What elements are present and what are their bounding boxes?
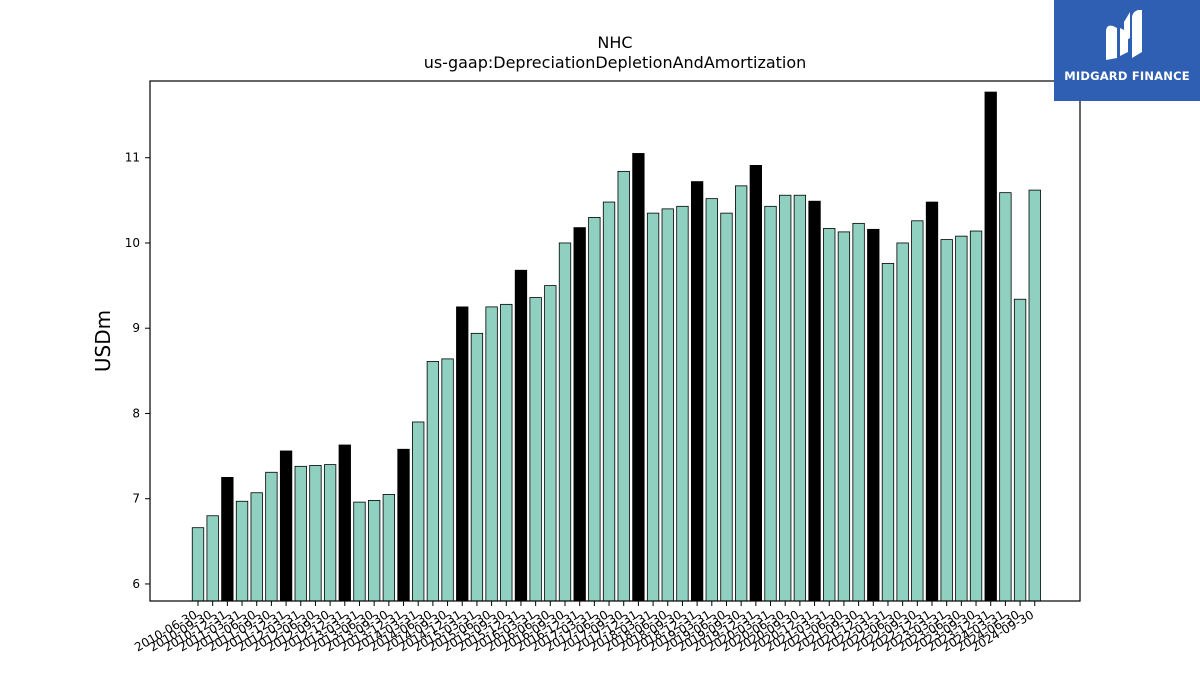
bar-2012-03-31 — [294, 465, 307, 602]
y-axis-ticks: 6 7 8 9 10 11 — [125, 151, 150, 591]
bar-2021-09-30 — [852, 222, 865, 602]
y-tick-label: 11 — [125, 151, 140, 165]
bar-2011-12-31 — [279, 450, 293, 602]
bar-2010-06-30 — [191, 527, 205, 602]
bar-2015-06-30 — [485, 306, 498, 602]
bar-2018-03-31 — [646, 212, 660, 602]
bar-2023-09-30 — [969, 230, 983, 602]
bar-2010-09-30 — [206, 515, 219, 602]
y-tick-label: 10 — [125, 236, 140, 250]
bar-2016-12-31 — [573, 227, 586, 602]
bar-2017-09-30 — [617, 170, 630, 602]
x-axis-ticks: 2010-06-302010-09-302010-12-312011-03-31… — [132, 601, 1036, 654]
bar-2021-03-31 — [823, 228, 836, 602]
bar-2020-09-30 — [793, 194, 807, 602]
bar-2018-06-30 — [661, 208, 674, 602]
bar-2012-12-31 — [338, 444, 351, 602]
bar-2013-12-31 — [397, 448, 410, 602]
bar-2024-09-30 — [1028, 189, 1041, 602]
bar-2012-09-30 — [323, 464, 337, 602]
bar-2022-09-30 — [911, 220, 924, 602]
bar-2011-09-30 — [265, 471, 278, 602]
bar-2013-06-30 — [368, 500, 381, 602]
bar-2017-06-30 — [602, 201, 616, 602]
bar-2014-12-31 — [456, 306, 469, 602]
bar-2013-03-31 — [353, 501, 366, 602]
bar-2016-09-30 — [558, 242, 572, 602]
bar-2019-03-31 — [705, 198, 718, 602]
bar-2022-06-30 — [896, 242, 909, 602]
bar-2020-03-31 — [764, 205, 777, 602]
bar-2017-12-31 — [632, 153, 645, 602]
logo-text: MIDGARD FINANCE — [1064, 69, 1190, 83]
bar-2016-03-31 — [529, 297, 542, 602]
midgard-logo-icon — [1106, 10, 1142, 61]
y-tick-label: 8 — [132, 406, 140, 420]
bar-2020-06-30 — [779, 194, 792, 602]
bar-2021-12-31 — [867, 228, 880, 602]
bar-2022-03-31 — [881, 263, 895, 602]
brand-logo: MIDGARD FINANCE — [1054, 0, 1200, 101]
bar-2016-06-30 — [544, 285, 557, 602]
bar-2022-12-31 — [925, 201, 939, 602]
bar-2020-12-31 — [808, 200, 821, 602]
y-axis-label: USDm — [91, 310, 115, 372]
bar-2015-09-30 — [500, 303, 513, 602]
plot-frame — [149, 80, 1081, 602]
bar-2023-03-31 — [940, 239, 953, 602]
y-tick-label: 7 — [132, 492, 140, 506]
bar-2023-06-30 — [955, 235, 968, 602]
y-tick-label: 9 — [132, 321, 140, 335]
bar-2012-06-30 — [309, 465, 322, 602]
bar-2015-12-31 — [514, 269, 528, 602]
bar-2019-12-31 — [749, 164, 762, 602]
bar-2018-09-30 — [676, 205, 689, 602]
bar-2017-03-31 — [588, 216, 601, 602]
chart-subtitle: us-gaap:DepreciationDepletionAndAmortiza… — [424, 53, 807, 72]
bar-2011-06-30 — [250, 492, 263, 602]
bar-2023-12-31 — [984, 91, 997, 602]
bar-2021-06-30 — [837, 231, 851, 602]
bar-2019-06-30 — [720, 212, 733, 602]
bar-2014-06-30 — [426, 361, 440, 602]
bar-2024-03-31 — [999, 192, 1012, 602]
bar-2013-09-30 — [382, 494, 395, 602]
bar-2010-12-31 — [221, 476, 234, 602]
bar-2014-09-30 — [441, 358, 454, 602]
chart-title: NHC — [597, 33, 632, 52]
bar-2011-03-31 — [235, 500, 249, 602]
bar-2015-03-31 — [470, 332, 484, 602]
bar-2018-12-31 — [690, 181, 704, 602]
y-tick-label: 6 — [132, 577, 140, 591]
bar-2014-03-31 — [412, 421, 425, 602]
bar-2019-09-30 — [735, 185, 748, 602]
bar-2024-06-30 — [1013, 298, 1027, 602]
bars-group — [191, 91, 1041, 602]
